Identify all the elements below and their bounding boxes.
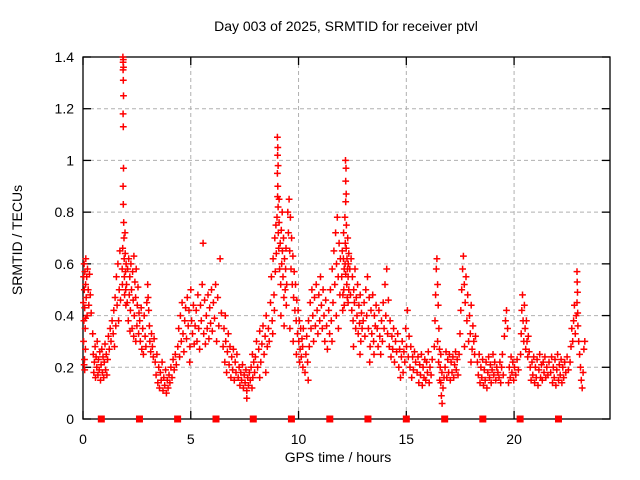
square-marker-baseline-markers [287,415,295,423]
y-tick-label: 0.6 [55,256,75,272]
square-marker-baseline-markers [516,415,524,423]
scatter-points-srmtid [80,53,589,407]
chart-title: Day 003 of 2025, SRMTID for receiver ptv… [214,18,478,34]
square-marker-baseline-markers [174,415,182,423]
square-marker-baseline-markers [135,415,143,423]
plot-generated: 0 5 10 15 20 0 0.2 0.4 0.6 0.8 1 1.2 1.4 [55,49,611,447]
x-axis-label: GPS time / hours [285,449,392,465]
x-tick-label: 10 [291,431,307,447]
square-marker-baseline-markers [326,415,334,423]
square-marker-baseline-markers [441,415,449,423]
y-tick-label: 0 [66,411,74,427]
square-marker-baseline-markers [479,415,487,423]
x-tick-label: 5 [187,431,195,447]
y-axis-label: SRMTID / TECUs [9,185,25,295]
square-marker-baseline-markers [249,415,257,423]
x-tick-label: 0 [79,431,87,447]
square-marker-baseline-markers [212,415,220,423]
y-tick-label: 1.4 [55,49,75,65]
x-tick-label: 20 [506,431,522,447]
y-tick-label: 1 [66,152,74,168]
square-marker-baseline-markers [402,415,410,423]
y-tick-label: 0.4 [55,308,75,324]
y-tick-label: 1.2 [55,101,75,117]
square-marker-baseline-markers [97,415,105,423]
square-marker-baseline-markers [364,415,372,423]
y-tick-label: 0.8 [55,204,75,220]
square-marker-baseline-markers [554,415,562,423]
x-tick-label: 15 [399,431,415,447]
plot-frame [82,56,611,420]
y-tick-label: 0.2 [55,359,75,375]
